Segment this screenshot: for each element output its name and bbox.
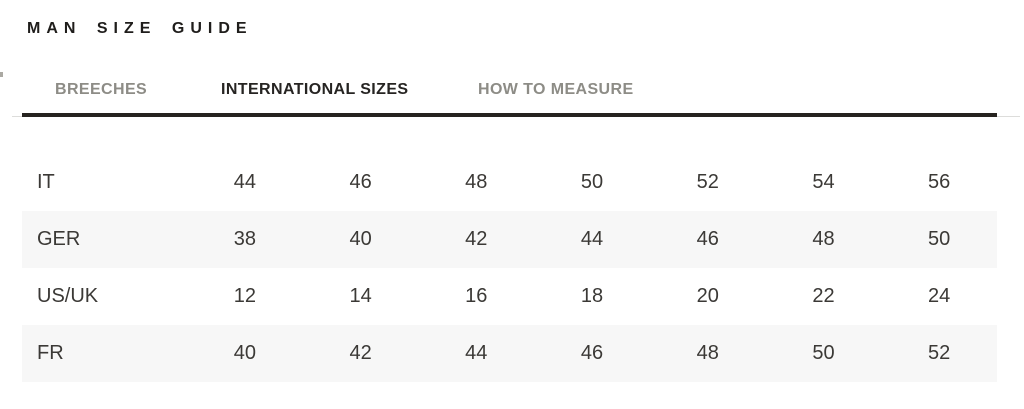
size-cell: 46 xyxy=(696,228,719,250)
size-cell: 18 xyxy=(580,285,604,307)
size-cell: 46 xyxy=(349,171,372,193)
row-label: US/UK xyxy=(37,285,99,307)
tab-international-sizes[interactable]: INTERNATIONAL SIZES xyxy=(221,81,409,98)
table-row-usuk: US/UK 12 14 16 18 20 22 24 xyxy=(22,268,997,325)
size-cell: 48 xyxy=(696,342,719,364)
size-cell: 48 xyxy=(465,171,488,193)
clipped-tab-fragment xyxy=(0,72,3,77)
tab-breeches[interactable]: BREECHES xyxy=(55,81,148,98)
size-cell: 54 xyxy=(812,171,835,193)
size-cell: 22 xyxy=(812,285,835,307)
size-cell: 12 xyxy=(233,285,256,307)
row-label: IT xyxy=(37,171,55,193)
row-label: FR xyxy=(37,342,64,364)
size-cell: 42 xyxy=(465,228,488,250)
row-label: GER xyxy=(37,228,81,250)
size-cell: 20 xyxy=(696,285,719,307)
size-cell: 40 xyxy=(233,342,256,364)
table-row-it: IT 44 46 48 50 52 54 56 xyxy=(22,154,997,211)
size-cell: 52 xyxy=(928,342,951,364)
size-table: IT 44 46 48 50 52 54 56 GER 38 40 42 44 … xyxy=(22,154,997,382)
table-top-rule xyxy=(22,113,997,117)
size-cell: 44 xyxy=(580,228,604,250)
size-cell: 24 xyxy=(928,285,951,307)
table-row-ger: GER 38 40 42 44 46 48 50 xyxy=(22,211,997,268)
size-cell: 38 xyxy=(233,228,256,250)
size-cell: 56 xyxy=(928,171,951,193)
size-cell: 40 xyxy=(349,228,372,250)
size-cell: 46 xyxy=(580,342,604,364)
size-cell: 52 xyxy=(696,171,719,193)
page-title: MAN SIZE GUIDE xyxy=(27,19,253,37)
table-row-fr: FR 40 42 44 46 48 50 52 xyxy=(22,325,997,382)
size-guide-tabbar: BREECHES INTERNATIONAL SIZES HOW TO MEAS… xyxy=(0,70,1024,117)
size-cell: 50 xyxy=(580,171,604,193)
size-cell: 44 xyxy=(233,171,256,193)
size-cell: 16 xyxy=(465,285,488,307)
size-cell: 42 xyxy=(349,342,372,364)
tab-how-to-measure[interactable]: HOW TO MEASURE xyxy=(478,81,634,98)
size-cell: 50 xyxy=(928,228,951,250)
size-cell: 44 xyxy=(465,342,488,364)
size-cell: 14 xyxy=(349,285,372,307)
size-cell: 50 xyxy=(812,342,835,364)
size-cell: 48 xyxy=(812,228,835,250)
